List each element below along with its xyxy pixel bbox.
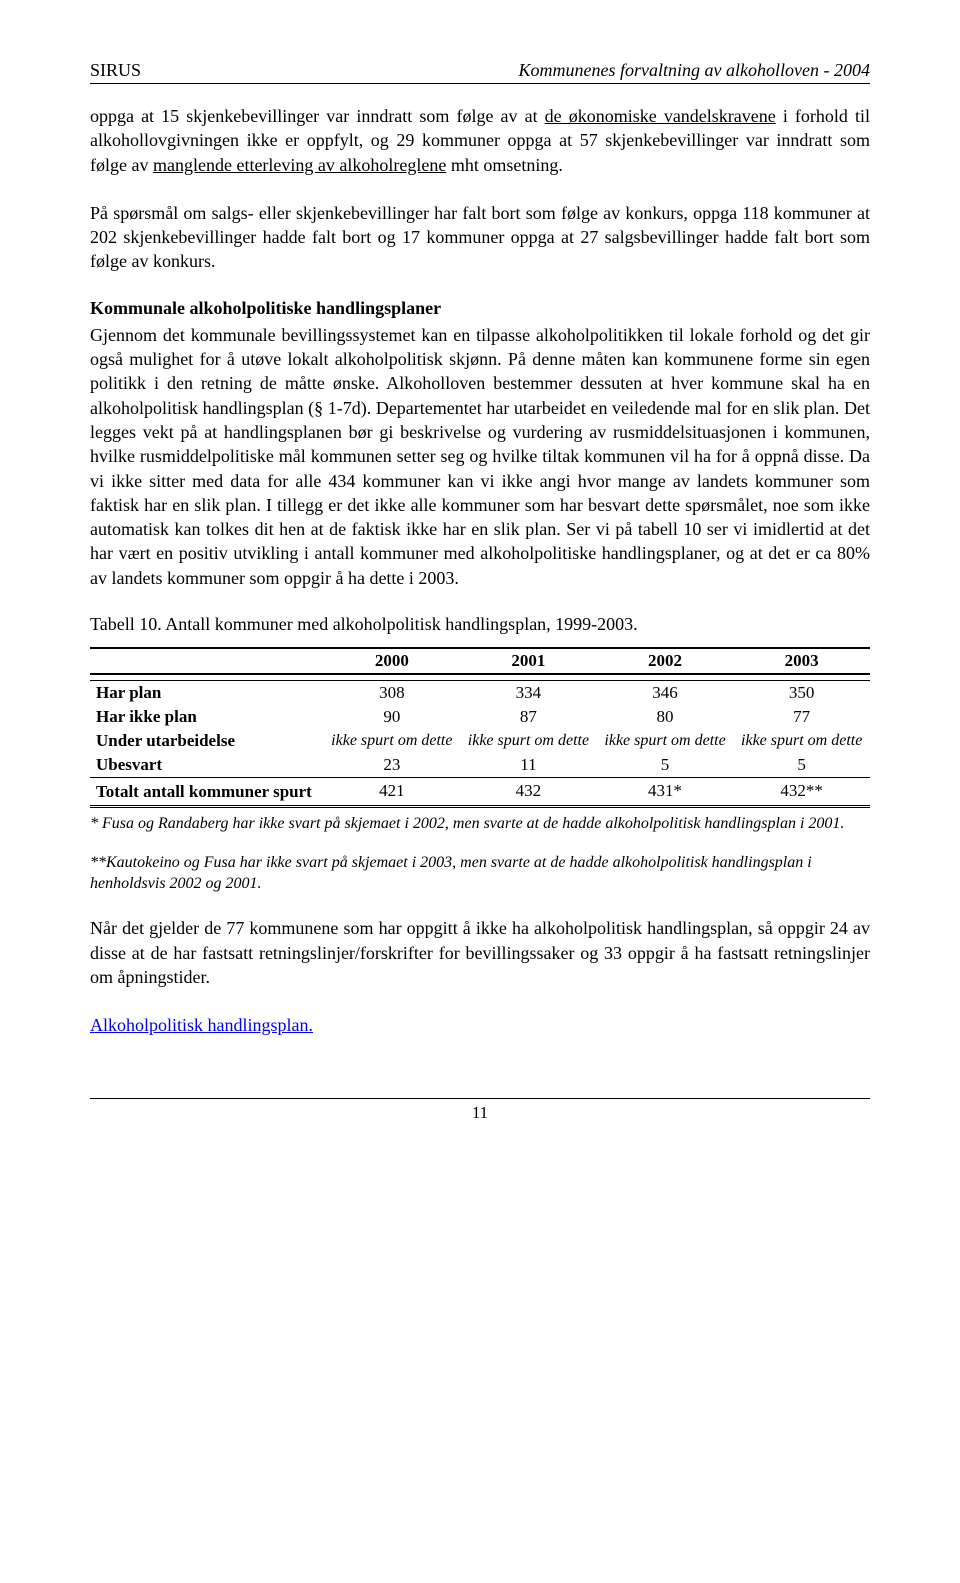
table-cell: 432** — [733, 777, 870, 807]
col-header: 2002 — [597, 648, 734, 674]
row-label: Har ikke plan — [90, 705, 324, 729]
paragraph-1: oppga at 15 skjenkebevillinger var inndr… — [90, 104, 870, 177]
table-cell: 11 — [460, 753, 597, 778]
data-table: 2000 2001 2002 2003 Har plan 308 334 346… — [90, 647, 870, 808]
row-label: Under utarbeidelse — [90, 729, 324, 753]
paragraph-2: På spørsmål om salgs- eller skjenkebevil… — [90, 201, 870, 274]
table-cell: 90 — [324, 705, 461, 729]
table-cell: 334 — [460, 680, 597, 705]
table-cell: 87 — [460, 705, 597, 729]
table-cell: 432 — [460, 777, 597, 807]
row-label: Har plan — [90, 680, 324, 705]
table-footnote: **Kautokeino og Fusa har ikke svart på s… — [90, 853, 870, 895]
table-footnote: * Fusa og Randaberg har ikke svart på sk… — [90, 814, 870, 835]
paragraph-3: Gjennom det kommunale bevillingssystemet… — [90, 323, 870, 590]
table-cell: 5 — [733, 753, 870, 778]
link-paragraph: Alkoholpolitisk handlingsplan. — [90, 1013, 870, 1037]
table-cell: 77 — [733, 705, 870, 729]
table-cell: ikke spurt om dette — [460, 729, 597, 753]
table-cell: ikke spurt om dette — [733, 729, 870, 753]
col-header: 2003 — [733, 648, 870, 674]
col-header: 2000 — [324, 648, 461, 674]
row-label: Totalt antall kommuner spurt — [90, 777, 324, 807]
handlingsplan-link[interactable]: Alkoholpolitisk handlingsplan. — [90, 1015, 313, 1035]
table-cell: 80 — [597, 705, 734, 729]
table-cell: ikke spurt om dette — [597, 729, 734, 753]
section-title: Kommunale alkoholpolitiske handlingsplan… — [90, 298, 870, 319]
table-cell: ikke spurt om dette — [324, 729, 461, 753]
page-header: SIRUS Kommunenes forvaltning av alkoholl… — [90, 60, 870, 84]
paragraph-4: Når det gjelder de 77 kommunene som har … — [90, 916, 870, 989]
row-label: Ubesvart — [90, 753, 324, 778]
table-cell: 23 — [324, 753, 461, 778]
header-right: Kommunenes forvaltning av alkoholloven -… — [519, 60, 870, 81]
table-caption: Tabell 10. Antall kommuner med alkoholpo… — [90, 614, 870, 635]
table-cell: 5 — [597, 753, 734, 778]
table-cell: 421 — [324, 777, 461, 807]
header-left: SIRUS — [90, 60, 141, 81]
table-cell: 308 — [324, 680, 461, 705]
table-cell: 431* — [597, 777, 734, 807]
table-cell: 350 — [733, 680, 870, 705]
page-number: 11 — [90, 1098, 870, 1123]
col-header: 2001 — [460, 648, 597, 674]
table-cell: 346 — [597, 680, 734, 705]
